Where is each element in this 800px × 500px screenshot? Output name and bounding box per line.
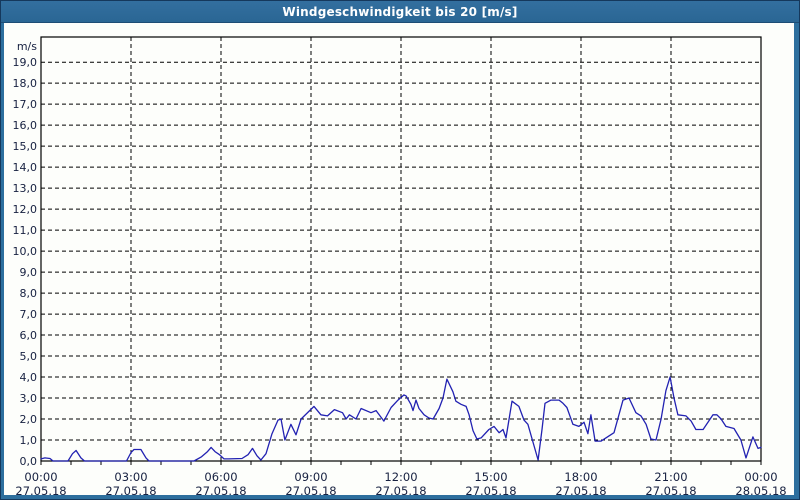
axis-ticks xyxy=(40,461,762,465)
y-tick-label: 5,0 xyxy=(20,350,38,363)
y-tick-label: 9,0 xyxy=(20,266,38,279)
y-tick-label: 16,0 xyxy=(13,119,38,132)
wind-speed-chart: 0,0 1,0 2,0 3,0 4,0 5,0 6,0 7,0 8,0 9,0 10,0 11,0 12… xyxy=(13,36,787,495)
x-tick-time-label: 18:00 xyxy=(564,470,597,484)
y-tick-label: 2,0 xyxy=(20,413,38,426)
x-tick-date-label: 27.05.18 xyxy=(15,484,66,495)
x-tick-time-label: 00:00 xyxy=(744,470,777,484)
y-tick-label: 0,0 xyxy=(20,455,38,468)
x-tick-time-label: 21:00 xyxy=(654,470,687,484)
y-tick-label: 15,0 xyxy=(13,140,38,153)
chart-title: Windgeschwindigkeit bis 20 [m/s] xyxy=(282,5,518,19)
y-tick-label: 7,0 xyxy=(20,308,38,321)
x-tick-date-label: 27.05.18 xyxy=(285,484,336,495)
y-tick-label: 1,0 xyxy=(20,434,38,447)
y-tick-label: 6,0 xyxy=(20,329,38,342)
y-tick-label: 19,0 xyxy=(13,56,38,69)
grid-lines xyxy=(41,37,761,461)
x-tick-date-label: 27.05.18 xyxy=(375,484,426,495)
y-axis-unit-label: m/s xyxy=(17,40,37,53)
axis-labels: 0,0 1,0 2,0 3,0 4,0 5,0 6,0 7,0 8,0 9,0 10,0 11,0 12… xyxy=(13,40,787,495)
x-tick-time-label: 00:00 xyxy=(24,470,57,484)
y-tick-label: 3,0 xyxy=(20,392,38,405)
y-tick-label: 17,0 xyxy=(13,98,38,111)
y-tick-label: 13,0 xyxy=(13,182,38,195)
x-tick-date-label: 27.05.18 xyxy=(555,484,606,495)
chart-title-bar: Windgeschwindigkeit bis 20 [m/s] xyxy=(1,1,799,23)
y-tick-label: 8,0 xyxy=(20,287,38,300)
series-group xyxy=(40,376,762,462)
x-tick-time-label: 12:00 xyxy=(384,470,417,484)
y-tick-label: 14,0 xyxy=(13,161,38,174)
y-tick-label: 10,0 xyxy=(13,245,38,258)
y-tick-label: 11,0 xyxy=(13,224,38,237)
chart-area: 0,0 1,0 2,0 3,0 4,0 5,0 6,0 7,0 8,0 9,0 10,0 11,0 12… xyxy=(4,23,794,495)
x-tick-time-label: 03:00 xyxy=(114,470,147,484)
x-tick-date-label: 28.05.18 xyxy=(735,484,786,495)
x-tick-date-label: 27.05.18 xyxy=(645,484,696,495)
y-tick-label: 12,0 xyxy=(13,203,38,216)
x-tick-time-label: 06:00 xyxy=(204,470,237,484)
x-tick-date-label: 27.05.18 xyxy=(465,484,516,495)
x-tick-time-label: 15:00 xyxy=(474,470,507,484)
x-tick-date-label: 27.05.18 xyxy=(105,484,156,495)
x-tick-time-label: 09:00 xyxy=(294,470,327,484)
y-tick-label: 18,0 xyxy=(13,77,38,90)
wind-speed-line xyxy=(40,376,762,462)
y-tick-label: 4,0 xyxy=(20,371,38,384)
x-tick-date-label: 27.05.18 xyxy=(195,484,246,495)
